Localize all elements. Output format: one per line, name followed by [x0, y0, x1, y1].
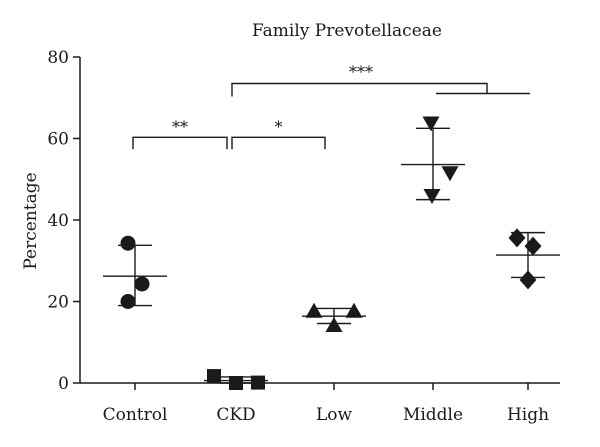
bracket-line — [231, 82, 488, 97]
x-tick-label: High — [507, 405, 549, 425]
data-point — [134, 276, 150, 292]
data-point — [305, 302, 323, 318]
data-point — [422, 116, 440, 132]
bracket-line — [231, 136, 326, 150]
group-ckd — [204, 369, 268, 390]
data-point — [229, 376, 243, 390]
group-control — [103, 235, 167, 309]
data-point — [207, 369, 221, 384]
data-point — [120, 294, 136, 309]
data-point — [120, 235, 136, 251]
data-point — [441, 166, 459, 182]
significance-label: ** — [172, 117, 188, 136]
significance-bracket: * — [231, 117, 326, 150]
x-tick-label: CKD — [216, 405, 255, 425]
data-groups — [103, 116, 560, 390]
bracket-line — [132, 136, 228, 150]
data-point — [251, 375, 265, 390]
significance-brackets: ** **** — [132, 62, 530, 150]
y-tick-label: 40 — [47, 211, 69, 231]
significance-label: * — [275, 117, 283, 136]
data-point — [519, 270, 537, 290]
y-tick-label: 20 — [47, 293, 69, 313]
y-tick-label: 60 — [47, 130, 69, 150]
data-point — [524, 236, 542, 256]
significance-bracket: *** — [231, 62, 530, 97]
data-point — [325, 317, 343, 333]
group-middle — [401, 116, 465, 205]
data-point — [345, 302, 363, 318]
significance-bracket: ** — [132, 117, 228, 150]
axes: 0 20 40 60 80 Control CKD Low Middle High — [47, 48, 560, 425]
data-point — [423, 189, 441, 205]
y-axis-label: Percentage — [21, 172, 41, 269]
x-tick-label: Control — [103, 405, 168, 425]
group-low — [302, 302, 366, 333]
data-point — [508, 228, 526, 248]
y-tick-label: 80 — [47, 48, 69, 68]
y-tick-label: 0 — [58, 374, 69, 394]
x-tick-label: Middle — [403, 405, 463, 425]
x-tick-label: Low — [316, 405, 353, 425]
significance-label: *** — [349, 62, 373, 81]
group-high — [496, 228, 560, 290]
chart-title: Family Prevotellaceae — [252, 21, 442, 41]
